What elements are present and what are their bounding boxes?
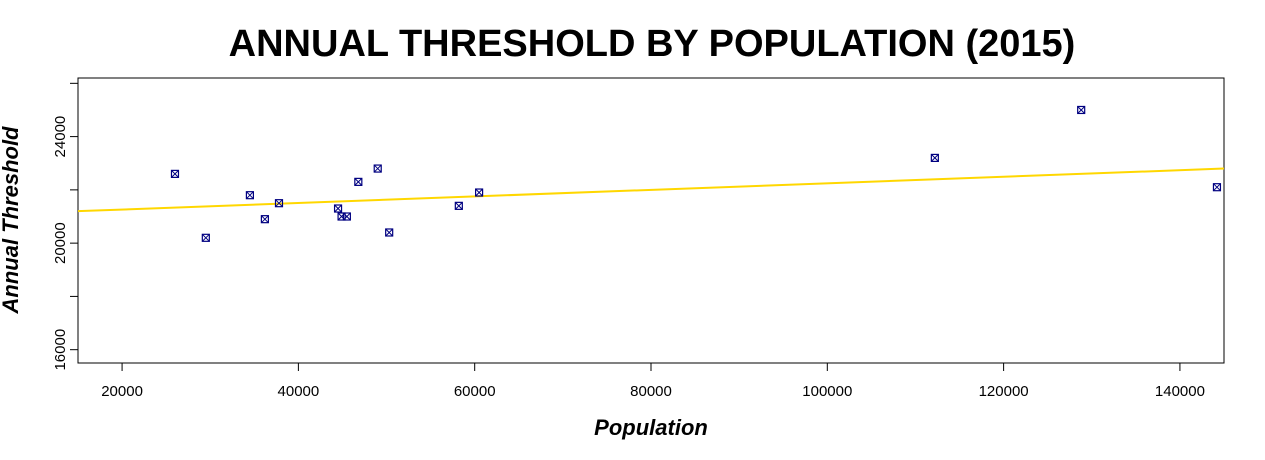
y-tick-label: 16000: [52, 329, 69, 371]
y-tick-label: 20000: [52, 222, 69, 264]
data-point: [475, 188, 484, 197]
chart-title: ANNUAL THRESHOLD BY POPULATION (2015): [229, 23, 1076, 65]
data-point: [201, 233, 210, 242]
data-point: [260, 215, 269, 224]
data-point: [333, 204, 343, 213]
x-axis: 20000 40000 60000 80000 100000 120000 140000: [101, 362, 1205, 400]
data-point: [373, 164, 382, 173]
data-point: [170, 169, 180, 178]
x-tick-label: 40000: [278, 383, 320, 400]
x-tick-label: 60000: [454, 383, 496, 400]
data-point: [245, 191, 254, 200]
data-point: [354, 177, 363, 186]
x-tick-label: 80000: [630, 383, 672, 400]
x-tick-label: 100000: [802, 383, 852, 400]
data-points: [170, 105, 1222, 242]
x-tick-label: 140000: [1155, 383, 1205, 400]
plot-area-border: [77, 77, 1225, 364]
data-point: [454, 201, 463, 210]
data-point: [1212, 183, 1222, 192]
data-point: [385, 228, 394, 237]
data-point: [274, 199, 284, 208]
x-tick-label: 120000: [979, 383, 1029, 400]
trend-line: [77, 167, 1225, 213]
y-tick-label: 24000: [52, 116, 69, 158]
y-axis: 16000 20000 24000: [52, 82, 79, 371]
y-axis-label: Annual Threshold: [0, 126, 23, 315]
x-tick-label: 20000: [101, 383, 143, 400]
x-axis-label: Population: [594, 415, 708, 440]
data-point: [1077, 105, 1086, 115]
data-point: [342, 212, 351, 221]
data-point: [930, 153, 939, 163]
